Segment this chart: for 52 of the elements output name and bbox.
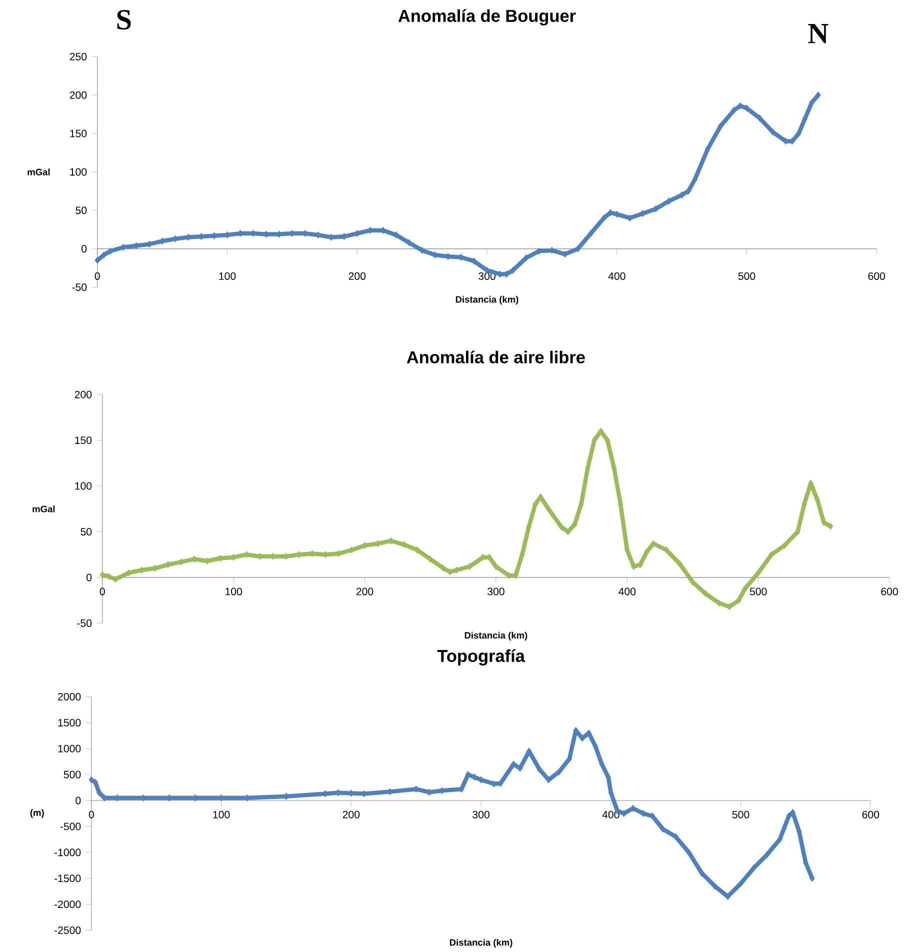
x-axis-title: Distancia (km): [456, 296, 518, 305]
x-tick-label: 500: [750, 588, 767, 596]
x-tick-label: 500: [732, 810, 749, 818]
y-tick-label: 50: [75, 206, 86, 214]
y-tick-label: 0: [81, 245, 86, 253]
y-axis-title: mGal: [28, 168, 50, 176]
x-tick-label: 500: [738, 272, 755, 280]
x-tick-label: 600: [862, 810, 879, 818]
x-tick-label: 200: [356, 588, 373, 596]
x-tick-label: 600: [868, 272, 885, 280]
chart-title: Anomalía de Bouguer: [398, 9, 576, 26]
x-tick-label: 400: [608, 272, 626, 280]
text: N: [808, 24, 828, 44]
y-tick-label: 250: [70, 52, 86, 60]
x-tick-label: 200: [342, 810, 360, 818]
y-tick-label: 0: [75, 796, 80, 804]
y-tick-label: -500: [60, 822, 80, 830]
x-tick-label: 100: [213, 810, 230, 818]
y-tick-label: -1500: [54, 874, 80, 882]
y-tick-label: -1000: [54, 848, 80, 856]
x-axis-title: Distancia (km): [450, 938, 512, 948]
chart-title: Topografía: [437, 649, 525, 666]
y-tick-label: -50: [72, 283, 86, 291]
y-tick-label: -2000: [54, 900, 80, 908]
x-tick-label: 400: [618, 588, 636, 596]
y-tick-label: 150: [74, 436, 92, 444]
text: S: [117, 10, 131, 30]
y-tick-label: 150: [70, 130, 86, 138]
y-axis-title: mGal: [32, 505, 54, 512]
x-tick-label: 200: [348, 272, 366, 280]
y-tick-label: -2500: [54, 926, 80, 934]
y-tick-label: -50: [76, 619, 92, 627]
x-tick-label: 600: [881, 588, 898, 596]
x-tick-label: 0: [100, 588, 105, 596]
y-tick-label: 2000: [58, 692, 80, 700]
y-tick-label: 200: [70, 91, 86, 99]
x-axis-title: Distancia (km): [464, 632, 527, 640]
x-tick-label: 100: [225, 588, 242, 596]
y-tick-label: 100: [74, 482, 92, 490]
x-tick-label: 300: [487, 588, 504, 596]
y-tick-label: 0: [86, 574, 92, 582]
x-tick-label: 0: [94, 272, 100, 280]
y-tick-label: 500: [64, 770, 80, 778]
y-tick-label: 50: [80, 528, 92, 536]
y-axis-title: (m): [30, 809, 44, 818]
y-tick-label: 1500: [58, 718, 80, 726]
y-tick-label: 1000: [58, 744, 80, 752]
y-tick-label: 200: [74, 390, 92, 398]
x-tick-label: 100: [219, 272, 236, 280]
x-tick-label: 300: [472, 810, 490, 818]
chart-title: Anomalía de aire libre: [406, 350, 585, 364]
y-tick-label: 100: [70, 168, 86, 176]
